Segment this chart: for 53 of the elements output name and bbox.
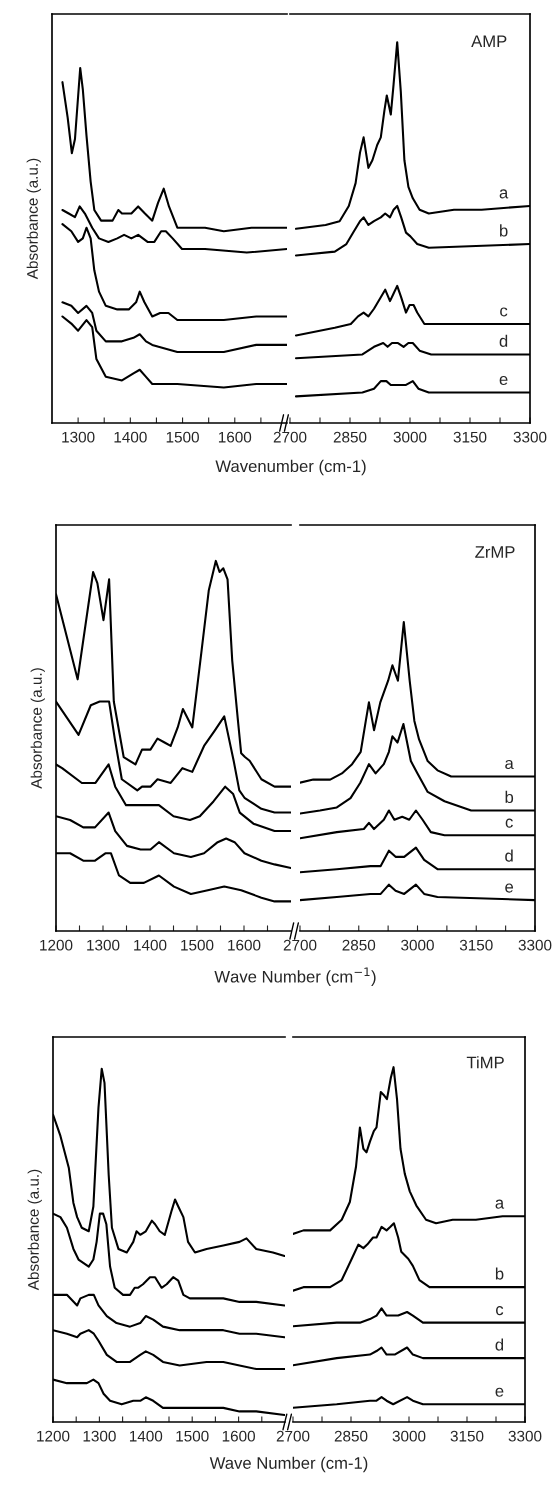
x-tick-label: 1300 [87, 939, 120, 951]
series-label: d [505, 849, 513, 862]
x-axis-title: Wave Number (cm$^{−1}$) [214, 967, 376, 986]
x-tick-label: 1200 [40, 939, 73, 951]
x-tick-label: 2700 [283, 939, 317, 951]
x-tick-label: 3000 [392, 1430, 426, 1442]
x-tick-label: 2700 [276, 1430, 310, 1442]
series-label: c [496, 1306, 504, 1316]
x-tick-label: 1300 [62, 431, 95, 443]
x-tick-label: 1400 [129, 1430, 163, 1442]
x-tick-label: 3000 [393, 431, 427, 443]
series-label: a [499, 189, 509, 199]
x-tick-label: 3300 [508, 1430, 542, 1442]
series-label: c [505, 818, 513, 828]
x-tick-label: 2850 [342, 939, 376, 951]
series-label: b [495, 1267, 504, 1280]
chart-title: ZrMP [475, 546, 515, 558]
series-label: e [495, 1387, 504, 1397]
x-tick-label: 3150 [459, 939, 493, 951]
x-tick-label: 1400 [134, 939, 167, 951]
x-tick-label: 2700 [273, 431, 307, 443]
x-tick-label: 1500 [176, 1430, 209, 1442]
x-tick-label: 3300 [518, 939, 552, 951]
x-tick-label: 1400 [114, 431, 147, 443]
x-axis-title: Wavenumber (cm-1) [215, 459, 366, 476]
x-tick-label: 3300 [513, 431, 547, 443]
x-axis-title: Wave Number (cm-1) [209, 1456, 368, 1473]
x-tick-label: 3150 [450, 1430, 484, 1442]
x-tick-label: 2850 [334, 1430, 368, 1442]
chart-title: TiMP [466, 1056, 504, 1069]
series-label: d [495, 1338, 504, 1351]
x-tick-label: 2850 [333, 431, 367, 443]
x-tick-label: 3000 [401, 939, 434, 951]
series-label: e [505, 883, 514, 893]
y-axis-title: Absorbance (a.u.) [30, 668, 45, 789]
y-axis-title: Absorbance (a.u.) [27, 1169, 42, 1291]
x-tick-label: 3150 [453, 431, 487, 443]
series-label: b [500, 224, 508, 237]
series-label: a [495, 1199, 505, 1209]
x-tick-label: 1600 [222, 1430, 255, 1442]
series-label: a [505, 759, 514, 770]
x-tick-label: 1600 [218, 431, 252, 443]
x-tick-label: 1300 [83, 1430, 116, 1442]
x-tick-label: 1500 [166, 431, 199, 443]
x-tick-label: 1200 [37, 1430, 70, 1442]
series-label: d [499, 334, 508, 347]
x-tick-label: 1500 [181, 939, 214, 951]
x-tick-label: 1600 [228, 939, 261, 951]
chart-title: AMP [471, 35, 507, 47]
series-label: b [505, 790, 514, 804]
y-axis-title: Absorbance (a.u.) [26, 158, 41, 280]
series-label: e [499, 375, 508, 386]
series-label: c [500, 307, 508, 317]
